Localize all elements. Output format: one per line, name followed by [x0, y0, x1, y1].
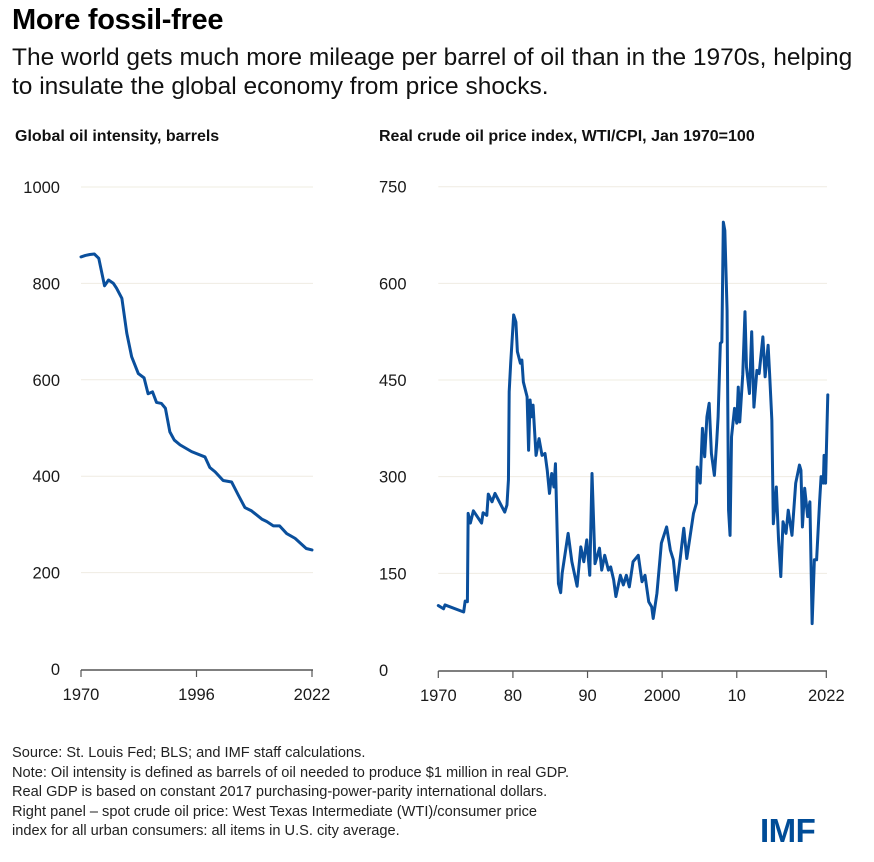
footer-notes: Source: St. Louis Fed; BLS; and IMF staf…: [12, 744, 569, 842]
left-x-tick-label: 1970: [63, 686, 100, 704]
charts-canvas: 0 200 400 600 800 1000 1970 1996 2022 0 150 300 450…: [23, 179, 845, 705]
right-x-tick-label: 90: [578, 687, 596, 705]
note-line-4: index for all urban consumers: all items…: [12, 823, 400, 839]
left-y-tick-label: 200: [32, 565, 60, 583]
right-x-tick-label: 2000: [644, 687, 681, 705]
right-y-tick-label: 150: [379, 565, 407, 583]
note-line-2: Real GDP is based on constant 2017 purch…: [12, 784, 548, 800]
left-x-tick-label: 2022: [294, 686, 331, 704]
chart-subtitle: The world gets much more mileage per bar…: [12, 44, 853, 100]
left-x-tick-label: 1996: [178, 686, 215, 704]
left-y-tick-label: 0: [51, 661, 60, 679]
note-line-1: Note: Oil intensity is defined as barrel…: [12, 764, 570, 781]
right-x-tick-label: 10: [728, 687, 746, 705]
left-y-tick-label: 400: [32, 468, 60, 486]
note-line-3: Right panel – spot crude oil price: West…: [12, 803, 538, 820]
left-series-line: [79, 252, 314, 552]
right-y-tick-label: 0: [379, 662, 388, 680]
left-y-tick-label: 1000: [23, 179, 60, 197]
source-note: Source: St. Louis Fed; BLS; and IMF staf…: [12, 745, 366, 761]
right-series-line: [436, 220, 830, 626]
right-y-tick-label: 600: [379, 275, 407, 293]
right-y-tick-label: 450: [379, 372, 407, 390]
right-x-tick-label: 2022: [808, 687, 845, 705]
left-y-tick-label: 600: [32, 372, 60, 390]
right-y-tick-label: 750: [379, 179, 407, 197]
imf-logo: IMF: [760, 812, 816, 849]
right-panel-oil-price-index: 0 150 300 450 600 750 1970 80 90 2000 10 2022: [379, 179, 845, 705]
right-y-tick-label: 300: [379, 469, 407, 487]
chart-title: More fossil-free: [12, 4, 224, 36]
left-panel-title: Global oil intensity, barrels: [15, 128, 220, 145]
left-y-tick-label: 800: [32, 275, 60, 293]
left-panel-oil-intensity: 0 200 400 600 800 1000 1970 1996 2022: [23, 179, 330, 704]
right-x-tick-label: 80: [504, 687, 522, 705]
right-x-tick-label: 1970: [420, 687, 457, 705]
right-panel-title: Real crude oil price index, WTI/CPI, Jan…: [379, 128, 755, 145]
